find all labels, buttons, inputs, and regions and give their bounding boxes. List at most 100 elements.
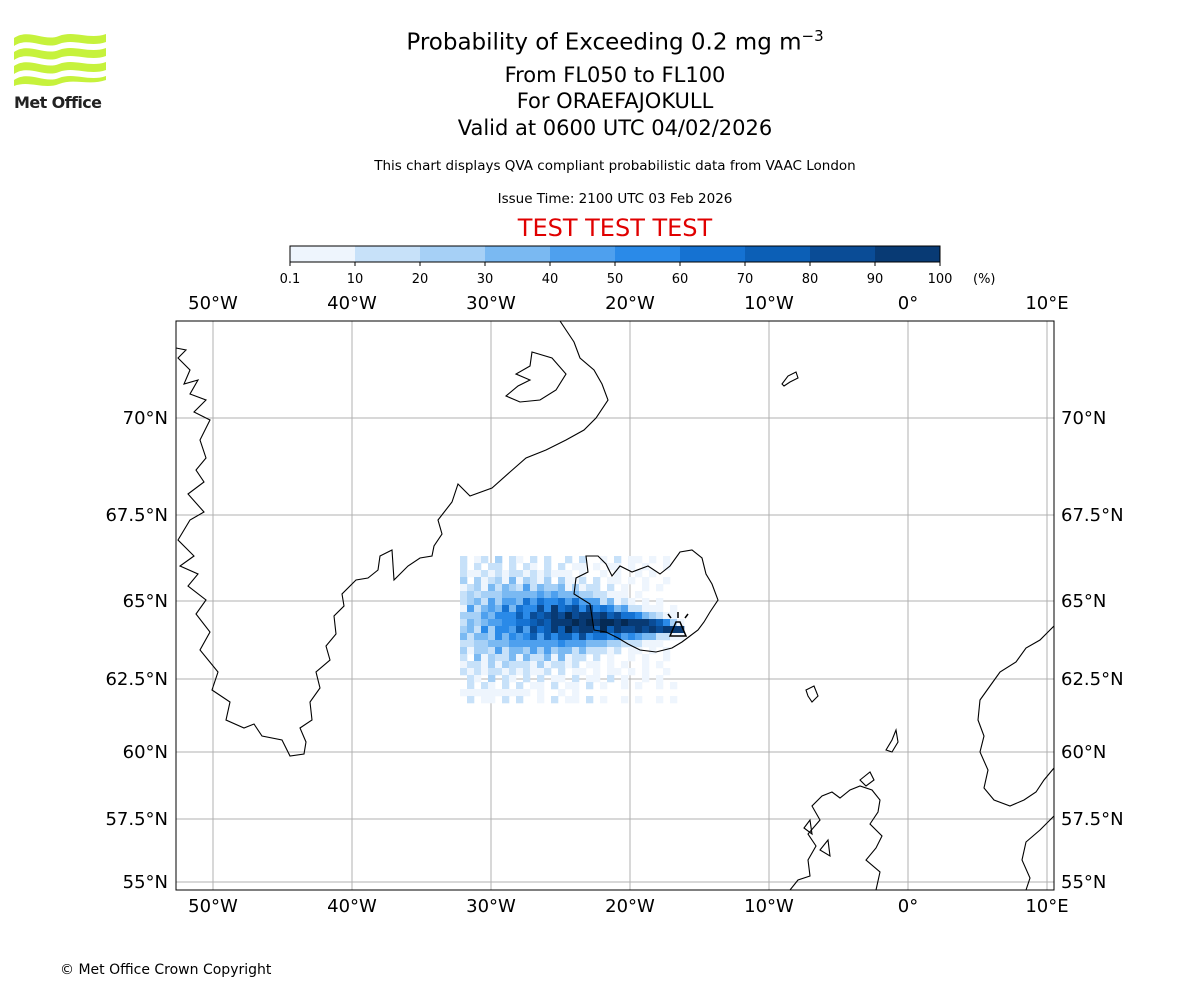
plume-cell xyxy=(593,598,601,606)
plume-cell xyxy=(621,598,629,606)
plume-cell xyxy=(516,689,524,697)
plume-cell xyxy=(579,654,587,662)
plume-cell xyxy=(460,563,468,571)
plume-cell xyxy=(495,640,503,648)
plume-cell xyxy=(663,577,671,585)
plume-cell xyxy=(572,619,580,627)
plume-cell xyxy=(579,668,587,676)
plume-cell xyxy=(495,626,503,634)
plume-cell xyxy=(565,570,573,578)
plume-cell xyxy=(656,661,664,669)
plume-cell xyxy=(670,612,678,620)
plume-cell xyxy=(523,591,531,599)
plume-cell xyxy=(530,563,538,571)
plume-cell xyxy=(460,584,468,592)
colorbar-tick-label: 100 xyxy=(928,272,953,287)
plume-cell xyxy=(628,619,636,627)
plume-cell xyxy=(495,619,503,627)
plume-cell xyxy=(488,626,496,634)
plume-cell xyxy=(621,682,629,690)
plume-cell xyxy=(628,647,636,655)
plume-cell xyxy=(614,591,622,599)
plume-cell xyxy=(460,647,468,655)
plume-cell xyxy=(530,633,538,641)
latitude-label: 60°N xyxy=(123,742,168,763)
plume-cell xyxy=(474,556,482,564)
plume-cell xyxy=(579,605,587,613)
longitude-label: 0° xyxy=(898,293,918,314)
coastline-sweden xyxy=(1021,815,1054,890)
plume-cell xyxy=(502,696,510,704)
plume-cell xyxy=(474,570,482,578)
plume-cell xyxy=(551,605,559,613)
plume-cell xyxy=(663,563,671,571)
latitude-label: 70°N xyxy=(123,408,168,429)
plume-cell xyxy=(635,556,643,564)
plume-cell xyxy=(516,668,524,676)
plume-cell xyxy=(621,612,629,620)
plume-cell xyxy=(537,654,545,662)
plume-cell xyxy=(488,563,496,571)
plume-cell xyxy=(523,563,531,571)
plume-cell xyxy=(537,696,545,704)
map-frame xyxy=(175,320,1055,891)
plume-cell xyxy=(607,598,615,606)
plume-cell xyxy=(558,633,566,641)
plume-cell xyxy=(593,640,601,648)
plume-cell xyxy=(607,640,615,648)
plume-cell xyxy=(551,598,559,606)
plume-cell xyxy=(607,591,615,599)
plume-cell xyxy=(572,626,580,634)
plume-cell xyxy=(502,661,510,669)
disclaimer: This chart displays QVA compliant probab… xyxy=(374,158,856,174)
plume-cell xyxy=(502,668,510,676)
plume-cell xyxy=(474,598,482,606)
plume-cell xyxy=(572,675,580,683)
plume-cell xyxy=(600,619,608,627)
plume-cell xyxy=(460,661,468,669)
plume-cell xyxy=(593,619,601,627)
plume-cell xyxy=(474,661,482,669)
plume-cell xyxy=(600,598,608,606)
plume-cell xyxy=(593,591,601,599)
plume-cell xyxy=(607,668,615,676)
plume-cell xyxy=(607,654,615,662)
plume-cell xyxy=(537,633,545,641)
plume-cell xyxy=(495,556,503,564)
coastline-norway xyxy=(977,625,1054,807)
plume-cell xyxy=(656,633,664,641)
plume-cell xyxy=(565,598,573,606)
issue-time: Issue Time: 2100 UTC 03 Feb 2026 xyxy=(497,191,733,207)
plume-cell xyxy=(509,605,517,613)
colorbar-segment xyxy=(550,246,616,262)
plume-cell xyxy=(502,633,510,641)
coastline-iceland xyxy=(573,549,719,653)
plume-cell xyxy=(656,584,664,592)
logo-text: Met Office xyxy=(14,93,102,112)
plume-cell xyxy=(509,556,517,564)
latitude-label: 70°N xyxy=(1061,408,1106,429)
plume-cell xyxy=(523,626,531,634)
plume-cell xyxy=(558,598,566,606)
plume-cell xyxy=(481,633,489,641)
plume-cell xyxy=(509,619,517,627)
plume-cell xyxy=(495,654,503,662)
plume-cell xyxy=(586,598,594,606)
plume-cell xyxy=(537,675,545,683)
plume-cell xyxy=(474,675,482,683)
plume-cell xyxy=(530,640,538,648)
copyright: © Met Office Crown Copyright xyxy=(60,962,272,978)
plume-cell xyxy=(635,619,643,627)
plume-cell xyxy=(572,640,580,648)
plume-cell xyxy=(628,612,636,620)
coastline-shetland xyxy=(885,727,899,753)
plume-cell xyxy=(614,640,622,648)
plume-cell xyxy=(467,570,475,578)
longitude-label: 40°W xyxy=(327,293,377,314)
plume-cell xyxy=(607,661,615,669)
plume-cell xyxy=(663,626,671,634)
coastline-greenland xyxy=(176,321,609,757)
plume-cell xyxy=(663,668,671,676)
plume-cell xyxy=(509,563,517,571)
plume-cell xyxy=(628,654,636,662)
